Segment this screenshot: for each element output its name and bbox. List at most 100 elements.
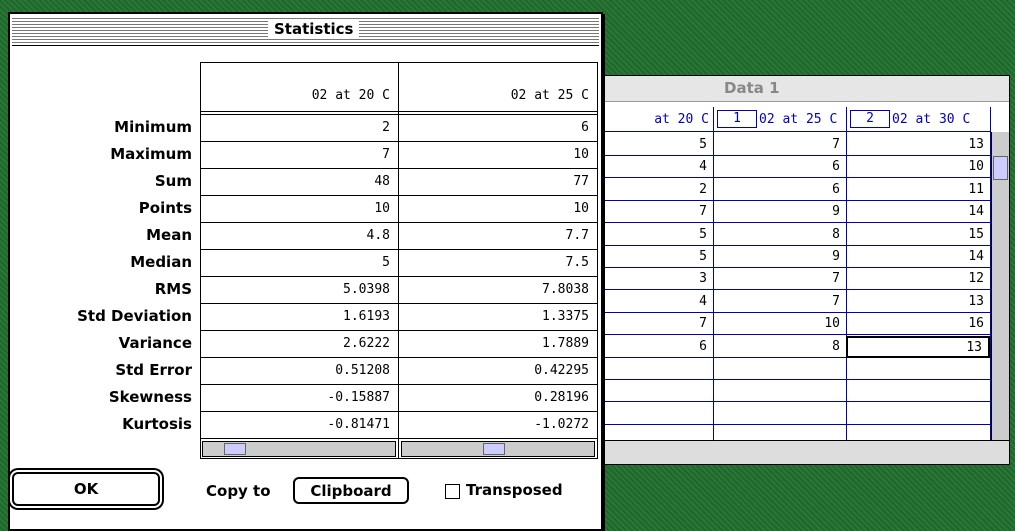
data-cell: 7 xyxy=(832,271,840,287)
data-cell: 13 xyxy=(968,137,984,152)
column-header: 02 at 30 C xyxy=(892,112,971,127)
row-rule xyxy=(200,141,598,142)
column-index: 1 xyxy=(717,110,757,128)
stat-value: 0.28196 xyxy=(534,390,589,405)
row-rule xyxy=(200,168,598,169)
data-cell: 8 xyxy=(832,226,840,242)
clipboard-label: Clipboard xyxy=(310,481,392,500)
data-cell: 13 xyxy=(846,335,990,358)
stat-label: RMS xyxy=(154,280,192,298)
data-cell: 5 xyxy=(699,137,707,152)
data-cell: 12 xyxy=(968,271,984,287)
column-header: 02 at 25 C xyxy=(759,112,838,127)
data-cell: 5 xyxy=(699,249,707,264)
ok-button[interactable]: OK xyxy=(12,472,160,506)
stat-value: 10 xyxy=(573,201,589,216)
scroll-thumb xyxy=(224,443,246,455)
data-cell: 10 xyxy=(968,159,984,175)
grid-row-line xyxy=(604,289,990,291)
data-cell: 4 xyxy=(699,293,707,309)
column-header: 02 at 20 C xyxy=(311,88,390,103)
stats-divider xyxy=(398,62,399,459)
column-line xyxy=(713,107,714,440)
grid-row-line xyxy=(604,401,990,403)
stat-value: 7.5 xyxy=(565,255,589,270)
data-cell: 16 xyxy=(968,316,984,332)
stat-value: 6 xyxy=(581,120,589,135)
stat-value: 2 xyxy=(382,120,390,135)
stat-label: Maximum xyxy=(110,145,192,163)
v-scrollbar xyxy=(991,132,1009,440)
data-cell: 3 xyxy=(699,271,707,287)
grid-row-line xyxy=(604,155,990,156)
clipboard-button[interactable]: Clipboard xyxy=(293,477,409,504)
data-title-bar: Data 1 xyxy=(604,76,1009,102)
stat-value: -0.15887 xyxy=(327,390,390,405)
data-cell: 7 xyxy=(832,137,840,152)
data-cell: 2 xyxy=(699,181,707,197)
column-line xyxy=(846,107,847,440)
stat-label: Points xyxy=(138,199,192,217)
data-cell: 7 xyxy=(699,316,707,332)
grid-row-line xyxy=(604,356,990,358)
stat-value: 0.42295 xyxy=(534,363,589,378)
data-cell: 6 xyxy=(699,338,707,354)
data-cell: 8 xyxy=(832,338,840,354)
h-scrollbar xyxy=(202,441,396,457)
stat-value: 1.7889 xyxy=(542,336,589,351)
row-rule xyxy=(200,411,598,412)
stat-label: Kurtosis xyxy=(122,415,192,433)
stat-value: 5 xyxy=(382,255,390,270)
column-header: 02 at 25 C xyxy=(510,88,589,103)
h-scrollbar xyxy=(604,440,1009,464)
grid-row-line xyxy=(604,244,990,246)
stat-value: 2.6222 xyxy=(343,336,390,351)
stat-value: 77 xyxy=(573,174,589,189)
stat-value: 48 xyxy=(374,174,390,189)
stat-label: Std Error xyxy=(115,361,192,379)
transposed-label: Transposed xyxy=(466,481,563,499)
stat-value: 1.6193 xyxy=(343,309,390,324)
row-rule xyxy=(200,249,598,250)
row-rule xyxy=(200,276,598,277)
stat-label: Skewness xyxy=(108,388,192,406)
row-rule xyxy=(200,222,598,223)
row-rule xyxy=(200,438,598,439)
stat-value: 7.7 xyxy=(565,228,589,243)
data-cell: 5 xyxy=(699,226,707,242)
column-index: 2 xyxy=(850,110,890,128)
column-header: at 20 C xyxy=(654,112,709,127)
data-cell: 13 xyxy=(968,293,984,309)
data-cell: 6 xyxy=(832,159,840,175)
stat-value: 4.8 xyxy=(366,228,390,243)
data-cell: 4 xyxy=(699,159,707,175)
stat-value: -0.81471 xyxy=(327,417,390,432)
row-rule xyxy=(200,357,598,358)
grid-row-line xyxy=(604,311,990,313)
transposed-checkbox[interactable] xyxy=(445,484,460,499)
grid-row-line xyxy=(604,199,990,201)
stat-value: 1.3375 xyxy=(542,309,589,324)
data-window: Data 1 xyxy=(603,75,1010,465)
data-cell: 7 xyxy=(832,293,840,309)
stat-label: Variance xyxy=(118,334,192,352)
header-rule xyxy=(200,111,598,115)
stat-value: 10 xyxy=(374,201,390,216)
stat-label: Sum xyxy=(154,172,192,190)
stat-value: 7.8038 xyxy=(542,282,589,297)
stat-value: 10 xyxy=(573,147,589,162)
grid-row-line xyxy=(604,423,990,425)
stat-label: Median xyxy=(130,253,192,271)
stat-label: Mean xyxy=(146,226,192,244)
stat-value: 7 xyxy=(382,147,390,162)
grid-row-line xyxy=(604,267,990,268)
grid-header-rule xyxy=(604,131,990,132)
stats-box xyxy=(200,62,598,459)
row-rule xyxy=(200,330,598,331)
scroll-thumb xyxy=(993,156,1008,180)
data-cell: 14 xyxy=(968,249,984,264)
scroll-thumb xyxy=(483,443,505,455)
dialog-title: Statistics xyxy=(268,20,360,38)
data-cell: 14 xyxy=(968,204,984,220)
